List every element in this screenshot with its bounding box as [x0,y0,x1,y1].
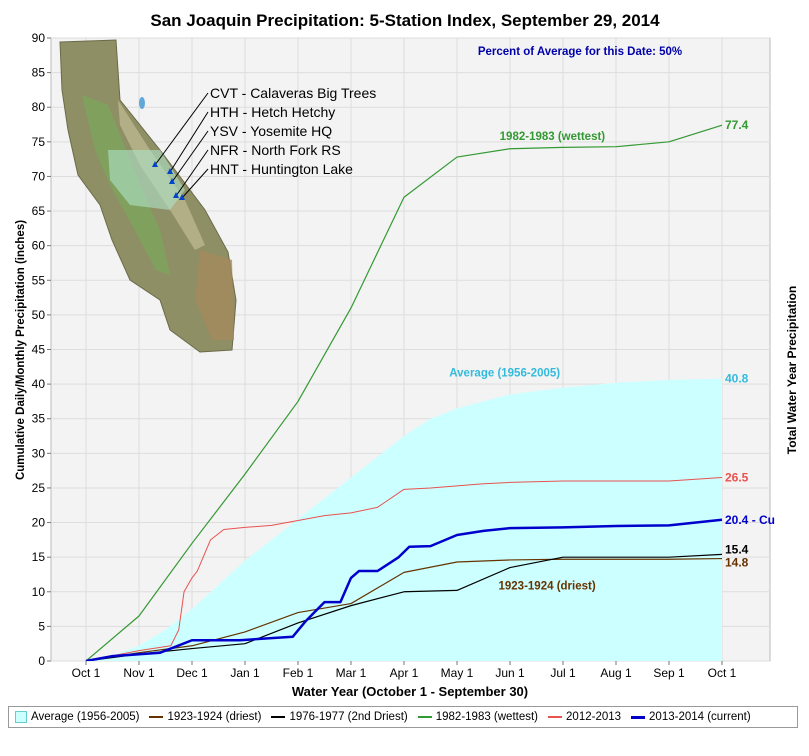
series-line-1 [85,557,723,661]
y-tick-label: 75 [32,135,46,149]
x-tick-label: Oct 1 [708,666,737,680]
station-leader-line [154,92,209,166]
x-tick-label: Apr 1 [390,666,419,680]
station-marker-icon [169,178,175,184]
series-annotation: Average (1956-2005) [449,368,560,380]
station-label: HTH - Hetch Hetchy [210,104,335,120]
legend-item-1982: 1982-1983 (wettest) [417,711,539,723]
station-label: HNT - Huntington Lake [210,161,353,177]
x-tick-label: Jan 1 [230,666,260,680]
chart-title: San Joaquin Precipitation: 5-Station Ind… [150,11,660,30]
station-leader-line [169,111,209,173]
legend-item-2012: 2012-2013 [548,711,621,723]
legend-swatch [631,715,646,719]
x-tick-label: Jun 1 [495,666,525,680]
california-map: CVT - Calaveras Big Trees HTH - Hetch Het… [59,39,376,353]
series-line-4 [85,477,723,661]
legend-swatch [15,711,27,723]
legend-swatch [548,716,563,718]
y-tick-label: 35 [32,412,46,426]
lake-tahoe [139,97,145,109]
percent-of-average: Percent of Average for this Date: 50% [478,46,682,58]
end-value-label: 77.4 [725,118,749,132]
series-annotation: 1982-1983 (wettest) [500,131,606,143]
legend-item-1976: 1976-1977 (2nd Driest) [271,711,408,723]
legend-item-1923: 1923-1924 (driest) [149,711,261,723]
legend-item-2013: 2013-2014 (current) [631,711,751,723]
y-tick-label: 60 [32,239,46,253]
legend-label: 2012-2013 [566,711,622,723]
legend-swatch [271,716,286,718]
legend-swatch [417,716,432,718]
legend: Average (1956-2005) 1923-1924 (driest) 1… [8,706,798,728]
station-leader-lines [152,92,209,200]
x-axis-label: Water Year (October 1 - September 30) [292,684,528,699]
x-tick-label: May 1 [441,666,474,680]
y-tick-label: 30 [32,446,46,460]
x-tick-label: Feb 1 [283,666,314,680]
end-value-label: 15.4 [725,542,749,556]
southern-desert [195,250,234,340]
basin-shading [108,150,185,210]
series-annotation: 1923-1924 (driest) [499,581,596,593]
y-tick-label: 25 [32,481,46,495]
x-tick-label: Sep 1 [653,666,685,680]
y-tick-label: 0 [38,654,45,668]
station-label: CVT - Calaveras Big Trees [210,85,376,101]
x-tick-label: Aug 1 [600,666,632,680]
legend-label: 1923-1924 (driest) [167,711,262,723]
station-leader-line [171,130,209,183]
station-leader-line [181,168,209,199]
legend-item-average: Average (1956-2005) [15,711,139,723]
x-axis: Oct 1 Nov 1 Dec 1 Jan 1 Feb 1 Mar 1 Apr 1 May 1… [72,661,737,680]
station-marker-icon [179,194,185,200]
station-marker-icon [152,161,158,167]
x-tick-label: Jul 1 [550,666,576,680]
y-tick-label: 45 [32,343,46,357]
series-line-2 [85,553,723,661]
series-line-3 [85,124,723,661]
y-axis-label: Cumulative Daily/Monthly Precipitation (… [15,220,27,480]
station-leader-line [175,149,209,197]
series-area-average [86,378,722,661]
series-line-5 [85,518,723,661]
station-marker-icon [167,168,173,174]
y-axis-label-right: Total Water Year Precipitation [785,286,799,455]
legend-swatch [149,716,164,718]
end-value-label: 20.4 - Cu [725,513,775,527]
legend-label: 1982-1983 (wettest) [435,711,539,723]
y-tick-label: 5 [38,619,45,633]
end-value-label: 40.8 [725,372,749,386]
station-label: YSV - Yosemite HQ [210,123,332,139]
y-tick-label: 50 [32,308,46,322]
station-marker-icon [173,192,179,198]
y-tick-label: 90 [32,31,46,45]
end-value-label: 26.5 [725,471,749,485]
x-tick-label: Oct 1 [72,666,101,680]
y-tick-label: 70 [32,169,46,183]
y-tick-label: 20 [32,516,46,530]
y-tick-label: 55 [32,273,46,287]
legend-label: 2013-2014 (current) [649,711,751,723]
y-tick-label: 10 [32,585,46,599]
y-tick-label: 65 [32,204,46,218]
y-tick-label: 15 [32,550,46,564]
legend-label: 1976-1977 (2nd Driest) [289,711,408,723]
end-value-label: 14.8 [725,556,749,570]
y-tick-label: 80 [32,100,46,114]
x-tick-label: Dec 1 [176,666,208,680]
legend-label: Average (1956-2005) [31,711,140,723]
station-label: NFR - North Fork RS [210,142,341,158]
x-tick-label: Mar 1 [336,666,367,680]
y-tick-label: 40 [32,377,46,391]
x-tick-label: Nov 1 [123,666,155,680]
y-axis: 0 5 10 15 20 25 30 35 40 45 50 55 60 65 70 75 80 85 90 [32,31,51,668]
y-tick-label: 85 [32,66,46,80]
